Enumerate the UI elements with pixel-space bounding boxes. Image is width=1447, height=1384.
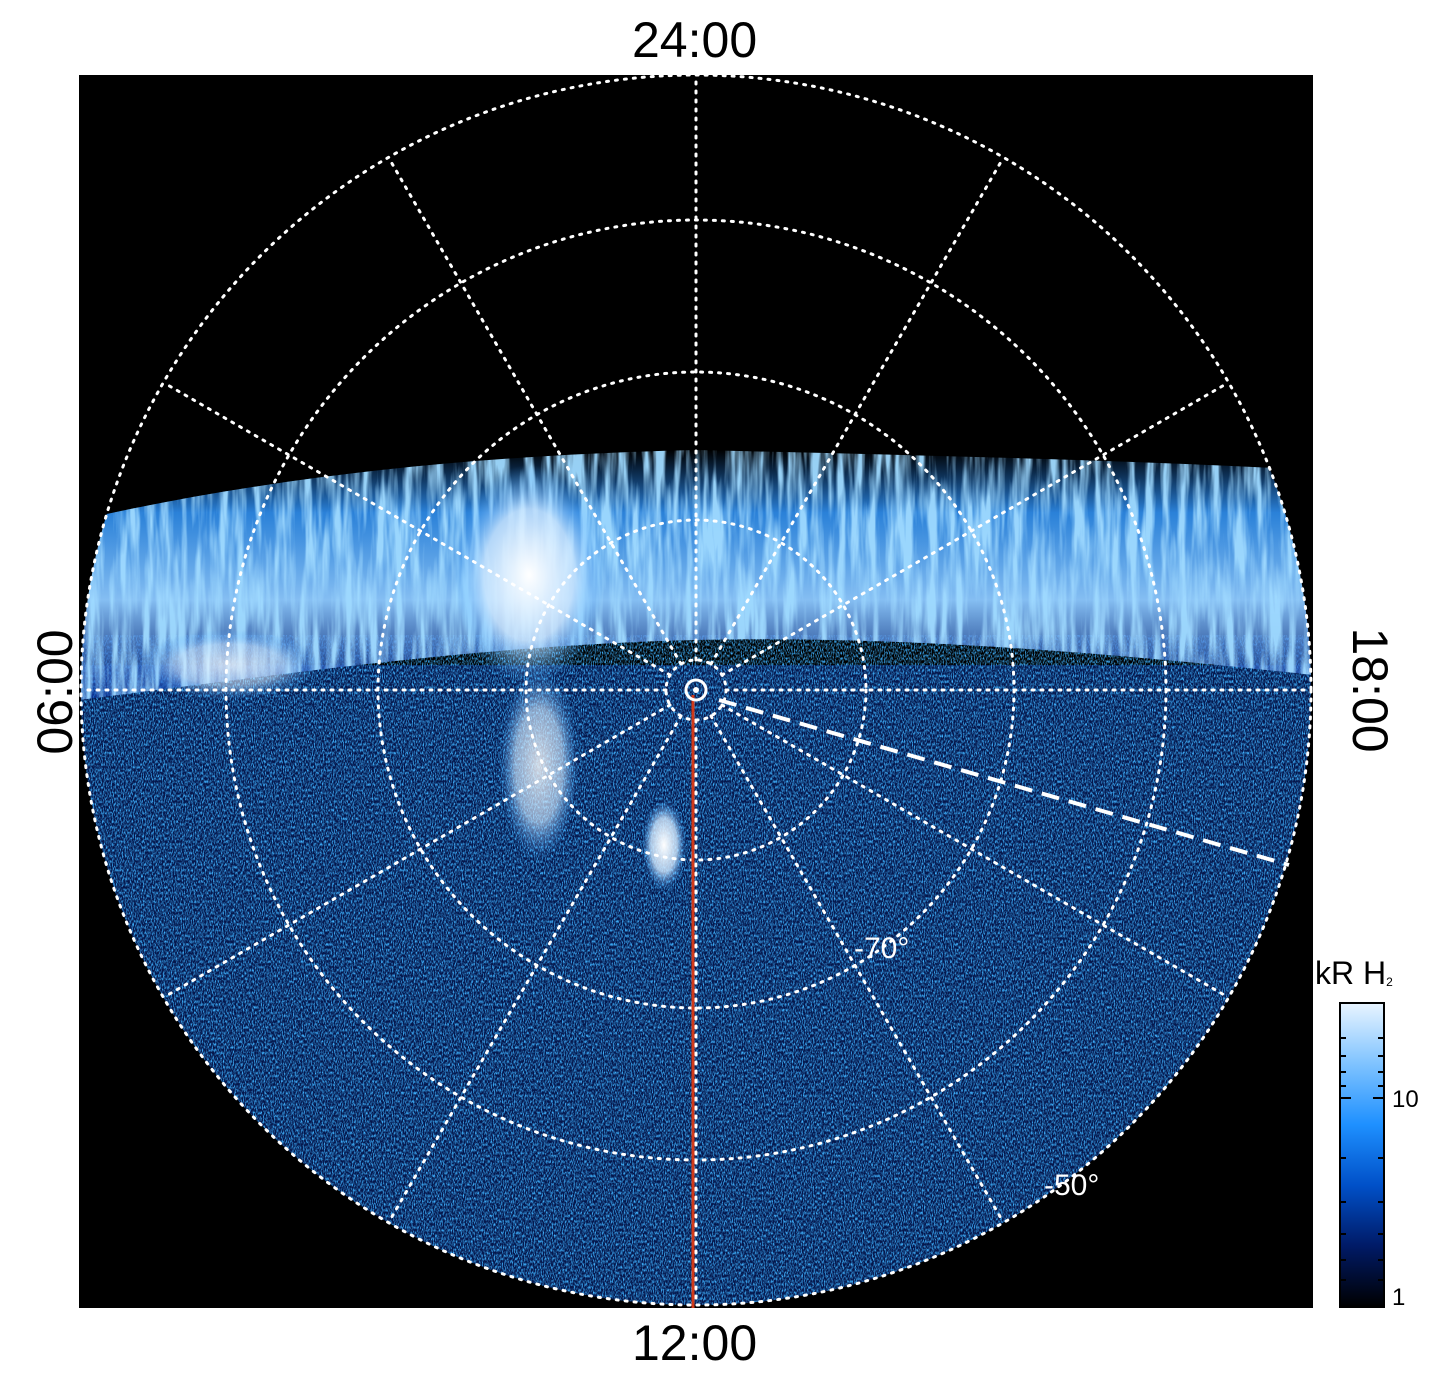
colorbar-title-text: kR H	[1315, 955, 1387, 991]
polar-projection-plot: -70° -50°	[79, 75, 1313, 1308]
meridian-line	[387, 155, 683, 666]
colorbar-title: kR H2	[1315, 957, 1393, 989]
grid-circle-outer	[79, 75, 1313, 1307]
local-time-label-24: 24:00	[632, 12, 758, 68]
latitude-label-70: -70°	[854, 932, 909, 965]
dawn-arc-extension	[499, 670, 579, 860]
meridian-line	[709, 155, 1005, 666]
local-time-label-18: 18:00	[1342, 627, 1398, 753]
meridians	[79, 75, 1313, 1307]
dawn-edge-glow	[139, 630, 319, 700]
pole-marker-icon	[684, 678, 708, 702]
colorbar	[1339, 1002, 1385, 1308]
dusk-dashed-line	[718, 698, 1290, 867]
meridian-line	[720, 703, 1231, 999]
colorbar-tick-10: 10	[1392, 1086, 1419, 1113]
colorbar-tick-1: 1	[1392, 1284, 1406, 1311]
colorbar-title-subscript: 2	[1386, 975, 1393, 989]
noon-bright-spot	[642, 800, 686, 890]
dawn-bright-patch	[454, 465, 604, 685]
meridian-line	[720, 381, 1231, 677]
pole-marker-dot	[693, 687, 699, 693]
meridian-line	[161, 703, 672, 999]
colorbar-ticks	[1340, 1037, 1384, 1281]
meridian-line	[709, 714, 1005, 1225]
local-time-label-12: 12:00	[632, 1315, 758, 1371]
meridian-line	[387, 714, 683, 1225]
meridian-line	[161, 381, 672, 677]
latitude-label-50: -50°	[1044, 1169, 1099, 1202]
grid-circle-70	[524, 518, 868, 862]
colorbar-ramp	[1339, 1002, 1385, 1308]
local-time-label-06: 06:00	[27, 629, 83, 755]
lat-lon-grid	[79, 75, 1313, 1307]
